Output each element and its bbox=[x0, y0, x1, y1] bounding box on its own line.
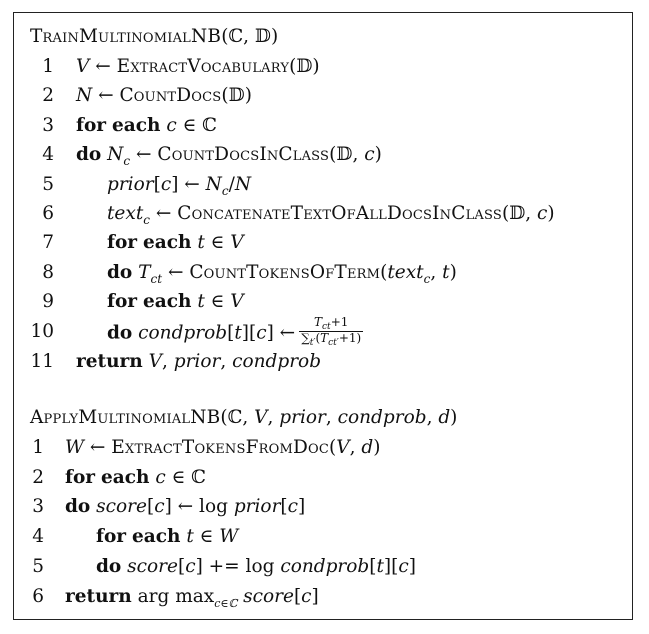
train-header: TrainMultinomialNB(ℂ, 𝔻) bbox=[30, 26, 279, 47]
condprob-fraction: Tct+1 ∑t′(Tct′+1) bbox=[299, 315, 364, 348]
algorithm-box: TrainMultinomialNB(ℂ, 𝔻) 1 V ← ExtractVo… bbox=[13, 12, 633, 620]
apply-header: ApplyMultinomialNB(ℂ, V, prior, condprob… bbox=[30, 407, 458, 428]
